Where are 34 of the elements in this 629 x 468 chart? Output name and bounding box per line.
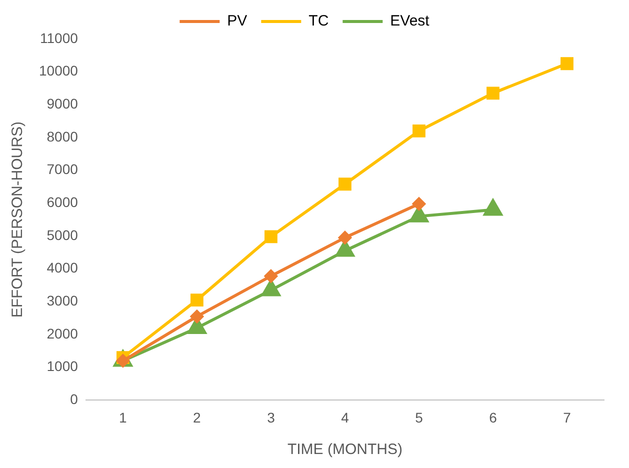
point <box>338 231 352 244</box>
legend-label: EVest <box>390 12 430 30</box>
y-tick-label: 0 <box>70 391 78 408</box>
point <box>412 197 426 210</box>
point <box>190 294 204 306</box>
point <box>190 310 204 323</box>
y-tick-label: 2000 <box>46 325 78 342</box>
x-tick-label: 7 <box>563 409 572 426</box>
y-tick-label: 7000 <box>46 161 78 178</box>
x-tick-label: 2 <box>193 409 202 426</box>
point <box>412 124 426 138</box>
point <box>560 57 574 70</box>
point <box>338 178 352 191</box>
x-tick-label: 5 <box>415 409 424 426</box>
y-tick-label: 5000 <box>46 226 78 243</box>
y-tick-label: 1000 <box>46 358 78 374</box>
x-tick-label: 6 <box>489 409 498 426</box>
x-tick-label: 4 <box>341 409 350 426</box>
x-tick-label: 1 <box>119 409 128 426</box>
y-tick-label: 8000 <box>46 128 78 144</box>
y-tick-label: 6000 <box>46 194 78 210</box>
point <box>486 86 500 100</box>
y-tick-label: 4000 <box>46 260 78 276</box>
y-tick-label: 11000 <box>40 30 78 46</box>
y-tick-label: 3000 <box>46 292 78 309</box>
y-tick-label: 9000 <box>46 96 78 112</box>
point <box>264 230 278 244</box>
point <box>264 270 278 283</box>
x-tick-label: 3 <box>267 409 276 426</box>
legend-label: PV <box>227 12 248 30</box>
y-axis-title: EFFORT (PERSON-HOURS) <box>9 122 26 318</box>
y-tick-label: 10000 <box>38 62 78 79</box>
x-axis-title: TIME (MONTHS) <box>287 441 402 458</box>
legend-label: TC <box>308 12 329 30</box>
